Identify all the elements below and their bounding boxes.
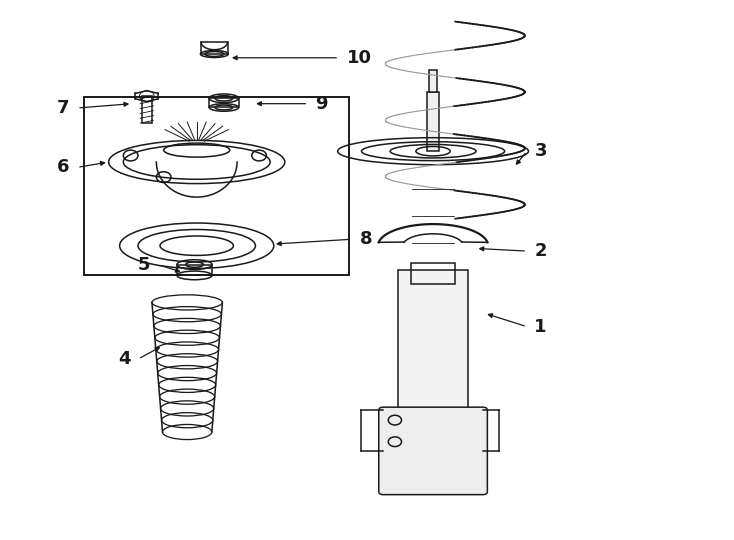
Text: 5: 5 xyxy=(138,255,150,274)
Text: 6: 6 xyxy=(57,158,70,177)
FancyBboxPatch shape xyxy=(379,407,487,495)
Bar xyxy=(411,263,455,284)
Text: 1: 1 xyxy=(534,318,547,336)
Bar xyxy=(142,96,152,123)
Text: 2: 2 xyxy=(534,242,547,260)
Bar xyxy=(398,270,468,491)
Bar xyxy=(429,70,437,92)
Bar xyxy=(209,98,239,107)
Bar xyxy=(84,97,349,275)
Text: 8: 8 xyxy=(360,230,372,248)
Text: 7: 7 xyxy=(57,99,70,117)
Text: 10: 10 xyxy=(346,49,371,67)
Text: 4: 4 xyxy=(118,350,131,368)
Text: 9: 9 xyxy=(316,94,328,113)
Bar xyxy=(201,42,228,54)
Bar xyxy=(427,92,439,151)
Bar xyxy=(177,265,212,275)
Text: 3: 3 xyxy=(534,142,547,160)
